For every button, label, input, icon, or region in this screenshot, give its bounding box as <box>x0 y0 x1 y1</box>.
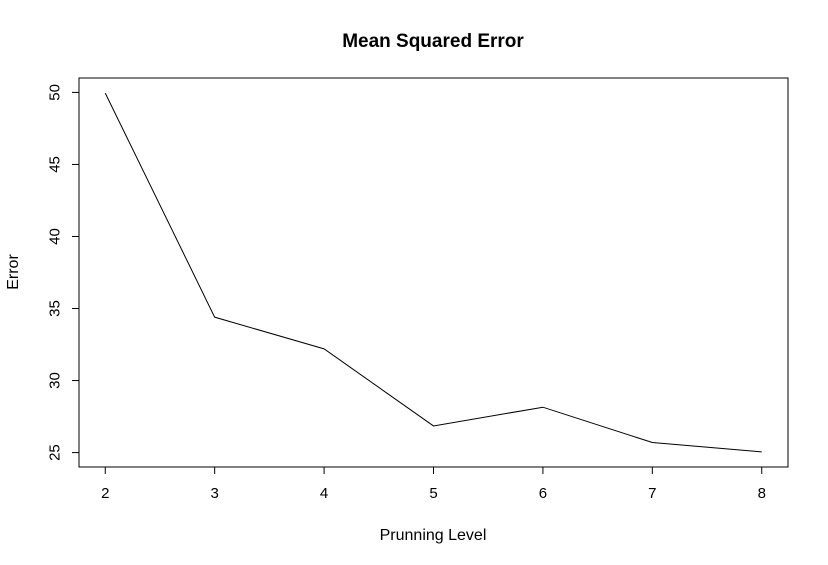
y-axis: 25 30 35 40 45 50 <box>47 84 80 461</box>
chart-title: Mean Squared Error <box>342 31 524 52</box>
y-tick-label: 50 <box>47 84 64 101</box>
x-tick-label: 4 <box>320 485 328 502</box>
x-tick-label: 5 <box>429 485 437 502</box>
y-tick-label: 30 <box>47 372 64 389</box>
x-tick-label: 6 <box>539 485 547 502</box>
series-layer <box>104 92 762 453</box>
x-axis-label: Prunning Level <box>380 527 487 544</box>
x-axis: 2 3 4 5 6 7 8 <box>101 466 766 502</box>
x-tick-label: 3 <box>211 485 219 502</box>
y-axis-label: Error <box>5 254 22 290</box>
y-tick-label: 40 <box>47 228 64 245</box>
y-tick-label: 35 <box>47 300 64 317</box>
x-tick-label: 8 <box>758 485 766 502</box>
x-tick-label: 7 <box>648 485 656 502</box>
y-tick-label: 25 <box>47 444 64 461</box>
x-tick-label: 2 <box>101 485 109 502</box>
y-tick-label: 45 <box>47 156 64 173</box>
series-line <box>104 92 762 453</box>
